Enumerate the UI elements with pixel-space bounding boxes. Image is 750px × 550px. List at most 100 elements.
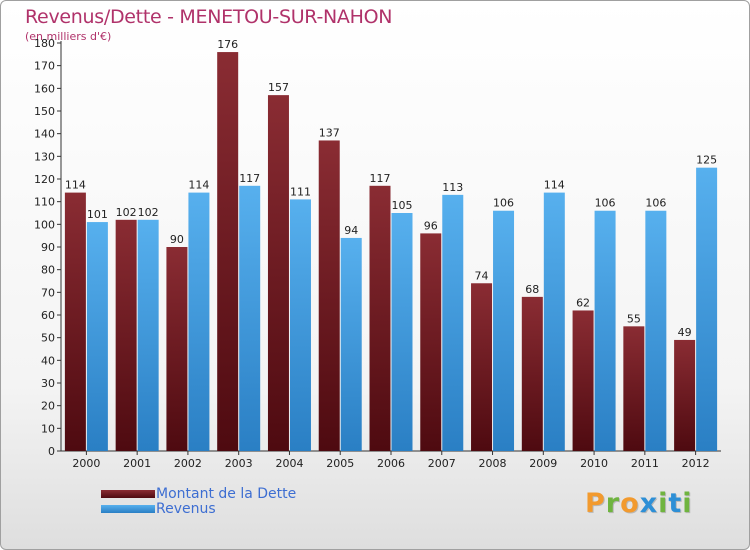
y-tick-label: 150: [34, 105, 55, 118]
x-tick-label: 2006: [377, 457, 405, 470]
y-tick-label: 140: [34, 128, 55, 141]
y-tick-label: 20: [41, 400, 55, 413]
bar-debt: [572, 310, 594, 451]
x-tick-label: 2011: [631, 457, 659, 470]
bar-revenue: [493, 210, 515, 451]
proxiti-logo: Proxiti: [585, 488, 693, 519]
bar-debt: [471, 283, 493, 451]
data-label: 68: [525, 283, 539, 296]
data-label: 114: [65, 179, 86, 192]
legend-swatch-revenue: [101, 505, 155, 513]
x-tick-label: 2009: [529, 457, 557, 470]
data-label: 101: [87, 208, 108, 221]
bar-debt: [318, 140, 340, 451]
bar-revenue: [696, 167, 718, 451]
legend-swatch-debt: [101, 490, 155, 498]
x-tick-label: 2004: [275, 457, 303, 470]
y-tick-label: 70: [41, 286, 55, 299]
x-tick-label: 2003: [225, 457, 253, 470]
data-label: 106: [595, 197, 616, 210]
bar-revenue: [289, 199, 311, 451]
data-label: 117: [239, 172, 260, 185]
bar-debt: [217, 52, 239, 452]
y-tick-label: 100: [34, 218, 55, 231]
y-tick-label: 50: [41, 332, 55, 345]
data-label: 125: [696, 154, 717, 167]
logo-letter: r: [605, 488, 621, 519]
logo-letter: i: [682, 488, 693, 519]
y-tick-label: 160: [34, 82, 55, 95]
y-tick-label: 180: [34, 37, 55, 50]
bar-revenue: [645, 210, 667, 451]
data-label: 96: [424, 219, 438, 232]
y-tick-label: 90: [41, 241, 55, 254]
bars-layer: [64, 52, 718, 452]
legend-label-revenue: Revenus: [156, 501, 216, 517]
bar-revenue: [137, 219, 159, 451]
x-tick-label: 2001: [123, 457, 151, 470]
data-label: 55: [627, 312, 641, 325]
bar-revenue: [340, 237, 362, 451]
bar-revenue: [594, 210, 616, 451]
chart-title: Revenus/Dette - MENETOU-SUR-NAHON: [25, 6, 393, 28]
y-tick-label: 110: [34, 196, 55, 209]
y-tick-label: 130: [34, 150, 55, 163]
data-label: 114: [188, 179, 209, 192]
bar-revenue: [86, 222, 108, 451]
data-label: 106: [493, 197, 514, 210]
y-tick-label: 0: [48, 445, 55, 458]
y-tick-label: 30: [41, 377, 55, 390]
legend-label-debt: Montant de la Dette: [156, 486, 297, 502]
data-label: 106: [645, 197, 666, 210]
data-label: 62: [576, 296, 590, 309]
bar-debt: [369, 185, 391, 452]
bar-revenue: [442, 194, 464, 451]
logo-letter: t: [668, 488, 683, 519]
bar-revenue: [543, 192, 565, 451]
bar-revenue: [188, 192, 210, 451]
data-label: 114: [544, 179, 565, 192]
y-tick-label: 120: [34, 173, 55, 186]
chart-subtitle: (en milliers d'€): [25, 30, 112, 43]
data-label: 137: [319, 126, 340, 139]
data-label: 105: [392, 199, 413, 212]
bar-debt: [115, 219, 137, 451]
bar-debt: [64, 192, 86, 451]
logo-letter: i: [658, 488, 669, 519]
bar-debt: [623, 326, 645, 451]
data-label: 113: [442, 181, 463, 194]
labels-layer: 0 10 20 30 40 50 60 70 80 90 100 110 120 130 140 150 160…: [34, 37, 717, 470]
y-tick-label: 10: [41, 422, 55, 435]
x-tick-label: 2000: [72, 457, 100, 470]
bar-debt: [267, 95, 289, 451]
data-label: 94: [344, 224, 358, 237]
x-tick-label: 2012: [682, 457, 710, 470]
logo-letter: P: [585, 488, 606, 519]
data-label: 90: [170, 233, 184, 246]
x-tick-label: 2002: [174, 457, 202, 470]
y-tick-label: 80: [41, 264, 55, 277]
data-label: 157: [268, 81, 289, 94]
y-tick-label: 170: [34, 60, 55, 73]
logo-letter: o: [620, 488, 640, 519]
x-tick-label: 2010: [580, 457, 608, 470]
data-label: 117: [370, 172, 391, 185]
x-tick-label: 2005: [326, 457, 354, 470]
logo-letter: x: [639, 488, 659, 519]
data-label: 74: [475, 269, 489, 282]
x-tick-label: 2007: [428, 457, 456, 470]
bar-debt: [420, 233, 442, 451]
bar-revenue: [239, 185, 261, 452]
x-tick-label: 2008: [479, 457, 507, 470]
bar-debt: [521, 296, 543, 451]
data-label: 176: [217, 38, 238, 51]
bar-debt: [166, 247, 188, 451]
bar-debt: [674, 339, 696, 451]
data-label: 49: [678, 326, 692, 339]
bar-revenue: [391, 213, 413, 451]
y-tick-label: 40: [41, 354, 55, 367]
y-tick-label: 60: [41, 309, 55, 322]
data-label: 111: [290, 185, 311, 198]
